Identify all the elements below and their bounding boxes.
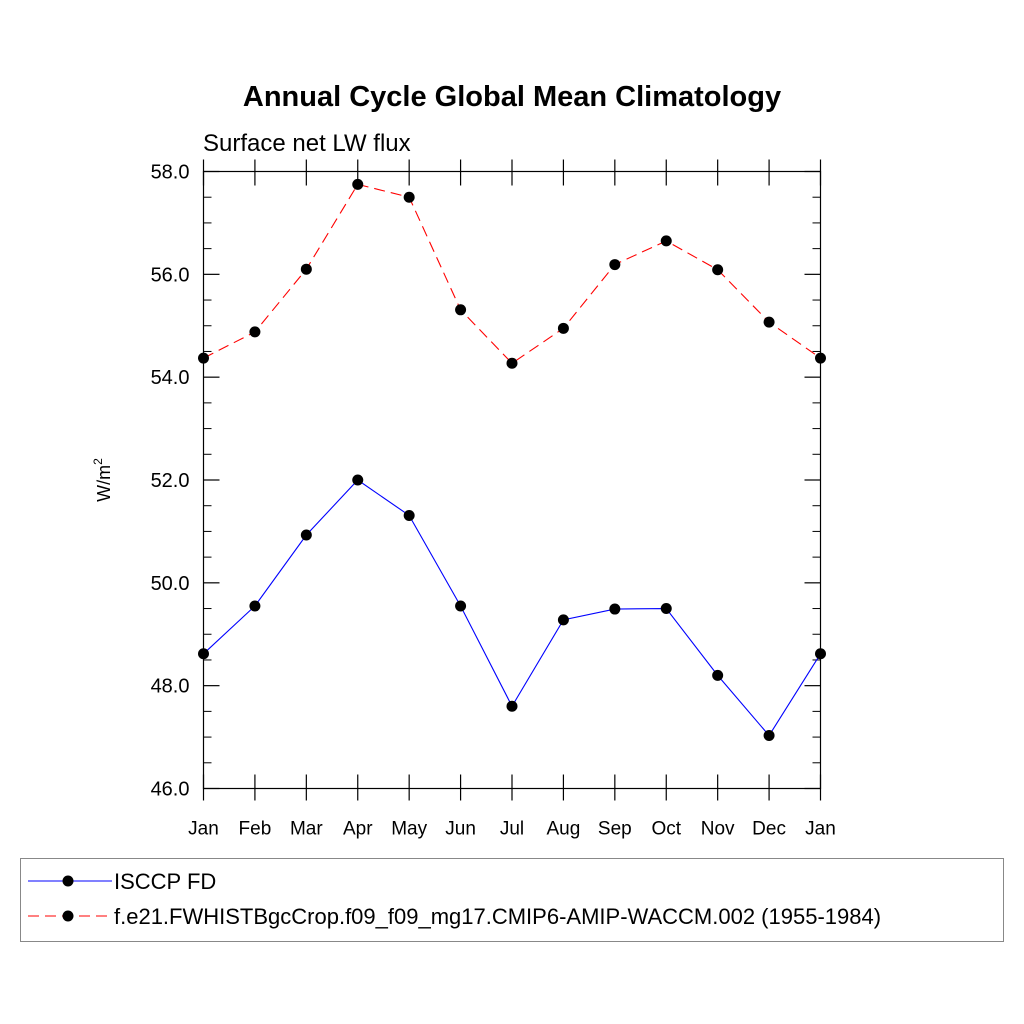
y-axis-label: W/m2 <box>91 458 114 502</box>
x-tick-label: Feb <box>239 819 272 840</box>
series-0-point <box>249 600 261 612</box>
legend-label-0: ISCCP FD <box>114 869 216 894</box>
y-axis-label-unit: W/m <box>94 465 114 502</box>
x-tick-label: Sep <box>598 819 632 840</box>
y-axis-label-superscript: 2 <box>91 458 105 465</box>
series-0-point <box>609 603 621 615</box>
y-tick-label: 58.0 <box>151 162 190 184</box>
x-tick-label: Mar <box>290 819 323 840</box>
series-0-point <box>403 509 415 521</box>
series-layer <box>198 178 826 742</box>
chart-title: Annual Cycle Global Mean Climatology <box>243 81 781 113</box>
x-tick-label: Jan <box>805 819 836 840</box>
y-tick-label: 50.0 <box>151 573 190 595</box>
series-1-point <box>249 326 261 338</box>
plot-frame <box>202 170 822 790</box>
series-1-point <box>557 322 569 334</box>
series-line-1 <box>203 183 821 364</box>
series-0-point <box>557 614 569 626</box>
legend-label-1: f.e21.FWHISTBgcCrop.f09_f09_mg17.CMIP6-A… <box>114 904 881 929</box>
series-0-point <box>660 603 672 615</box>
x-tick-label: Jul <box>500 819 524 840</box>
series-0-point <box>300 529 312 541</box>
x-tick-label: Jun <box>445 819 476 840</box>
series-line-0 <box>203 479 821 737</box>
x-tick-label: Apr <box>343 819 373 840</box>
series-0-point <box>712 669 724 681</box>
series-0-point <box>198 648 209 660</box>
series-0-point <box>506 700 518 712</box>
y-tick-label: 48.0 <box>151 676 190 698</box>
series-1-point <box>506 357 518 369</box>
legend-box <box>20 858 1004 942</box>
y-tick-label: 56.0 <box>151 264 190 286</box>
series-1-point <box>609 259 621 271</box>
series-0-point <box>763 730 775 742</box>
series-1-point <box>352 178 364 190</box>
series-1-point <box>712 264 724 276</box>
legend: ISCCP FD f.e21.FWHISTBgcCrop.f09_f09_mg17… <box>28 869 881 929</box>
x-tick-label: Aug <box>547 819 581 840</box>
series-1-point <box>455 304 467 316</box>
x-tick-label: Nov <box>701 819 735 840</box>
series-0-point <box>352 474 364 486</box>
series-1-point <box>815 352 826 364</box>
chart-subtitle: Surface net LW flux <box>203 130 411 157</box>
x-tick-label: Jan <box>188 819 219 840</box>
x-tick-label: May <box>391 819 427 840</box>
series-1-point <box>198 352 209 364</box>
legend-marker-1 <box>62 910 74 922</box>
x-tick-label: Dec <box>752 819 786 840</box>
y-tick-label: 52.0 <box>151 470 190 492</box>
x-tick-label: Oct <box>651 819 681 840</box>
y-tick-label: 46.0 <box>151 779 190 801</box>
series-0-point <box>455 600 467 612</box>
series-0-point <box>815 648 826 660</box>
series-1-point <box>660 235 672 247</box>
series-1-point <box>300 263 312 275</box>
y-axis-ticks: 46.0 48.0 50.0 52.0 54.0 56.0 58.0 <box>151 162 821 801</box>
legend-marker-0 <box>62 875 74 887</box>
series-1-point <box>763 316 775 328</box>
y-tick-label: 54.0 <box>151 367 190 389</box>
x-axis-ticks: Jan Feb Mar Apr May Jun Jul Aug Sep Oct Nov Dec Jan <box>188 159 836 840</box>
series-1-point <box>403 191 415 203</box>
